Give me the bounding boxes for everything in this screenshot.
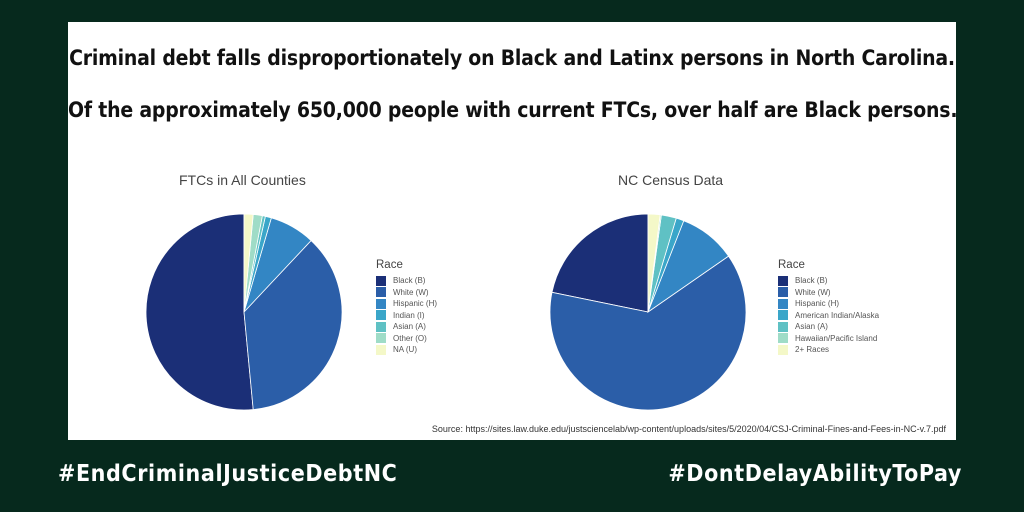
legend-swatch	[376, 287, 386, 298]
legend-swatch	[778, 321, 788, 332]
legend-item-other-o: Other (O)	[376, 333, 437, 345]
legend-swatch	[778, 298, 788, 309]
legend-label: Hispanic (H)	[795, 299, 840, 309]
legend-label: Hispanic (H)	[393, 299, 438, 309]
legend-ftcs: Race Black (B) White (W) Hispanic (H) India…	[376, 259, 437, 356]
pie-slice-white-w	[549, 255, 747, 411]
legend-item-american-indian-alaska: American Indian/Alaska	[778, 310, 879, 322]
legend-label: Asian (A)	[393, 322, 426, 332]
legend-item-asian-a: Asian (A)	[778, 321, 879, 333]
source-citation: Source: https://sites.law.duke.edu/justs…	[431, 424, 946, 434]
legend-swatch	[376, 344, 386, 355]
legend-swatch	[778, 287, 788, 298]
headline-line-1: Criminal debt falls disproportionately o…	[69, 46, 955, 70]
legend-item-hispanic-h: Hispanic (H)	[376, 298, 437, 310]
legend-swatch	[376, 321, 386, 332]
legend-item-white-w: White (W)	[376, 287, 437, 299]
pie-slice-na-u	[243, 213, 254, 313]
legend-label: American Indian/Alaska	[795, 310, 880, 320]
legend-label: Black (B)	[393, 276, 426, 286]
legend-item-na-u: NA (U)	[376, 344, 437, 356]
legend-item-hawaiian-pacific-island: Hawaiian/Pacific Island	[778, 333, 879, 345]
legend-label: Indian (I)	[393, 310, 425, 320]
headline-line-2: Of the approximately 650,000 people with…	[68, 98, 958, 122]
pie-chart-census	[549, 213, 747, 411]
hashtag-dont-delay-ability-to-pay: #DontDelayAbilityToPay	[668, 461, 962, 487]
legend-label: 2+ Races	[795, 345, 830, 355]
legend-label: Hawaiian/Pacific Island	[795, 333, 878, 343]
legend-item-hispanic-h: Hispanic (H)	[778, 298, 879, 310]
legend-item-white-w: White (W)	[778, 287, 879, 299]
legend-item-black-b: Black (B)	[376, 275, 437, 287]
pie-slice-black-b	[145, 213, 254, 411]
legend-label: NA (U)	[393, 345, 417, 355]
legend-item-indian-i: Indian (I)	[376, 310, 437, 322]
legend-label: Asian (A)	[795, 322, 828, 332]
hashtag-end-criminal-justice-debt: #EndCriminalJusticeDebtNC	[58, 461, 398, 487]
legend-item-black-b: Black (B)	[778, 275, 879, 287]
pie-slice-white-w	[243, 239, 343, 411]
pie-slice-black-b	[551, 213, 649, 313]
legend-swatch	[376, 298, 386, 309]
legend-label: Other (O)	[393, 333, 427, 343]
legend-label: White (W)	[393, 287, 429, 297]
chart-title-ftcs: FTCs in All Counties	[179, 172, 306, 188]
legend-swatch	[376, 310, 386, 321]
legend-label: White (W)	[795, 287, 831, 297]
infographic-card: Criminal debt falls disproportionately o…	[68, 22, 958, 440]
legend-title: Race	[778, 259, 805, 271]
legend-swatch	[778, 344, 788, 355]
pie-slice-2-races	[647, 213, 661, 313]
legend-swatch	[376, 333, 386, 344]
legend-swatch	[778, 333, 788, 344]
legend-item-2-races: 2+ Races	[778, 344, 879, 356]
legend-title: Race	[376, 259, 403, 271]
legend-item-asian-a: Asian (A)	[376, 321, 437, 333]
pie-chart-ftcs	[145, 213, 343, 411]
legend-swatch	[778, 275, 788, 286]
legend-label: Black (B)	[795, 276, 828, 286]
legend-census: Race Black (B) White (W) Hispanic (H) Ameri…	[778, 259, 879, 356]
legend-swatch	[376, 275, 386, 286]
chart-title-census: NC Census Data	[618, 172, 724, 188]
legend-swatch	[778, 310, 788, 321]
